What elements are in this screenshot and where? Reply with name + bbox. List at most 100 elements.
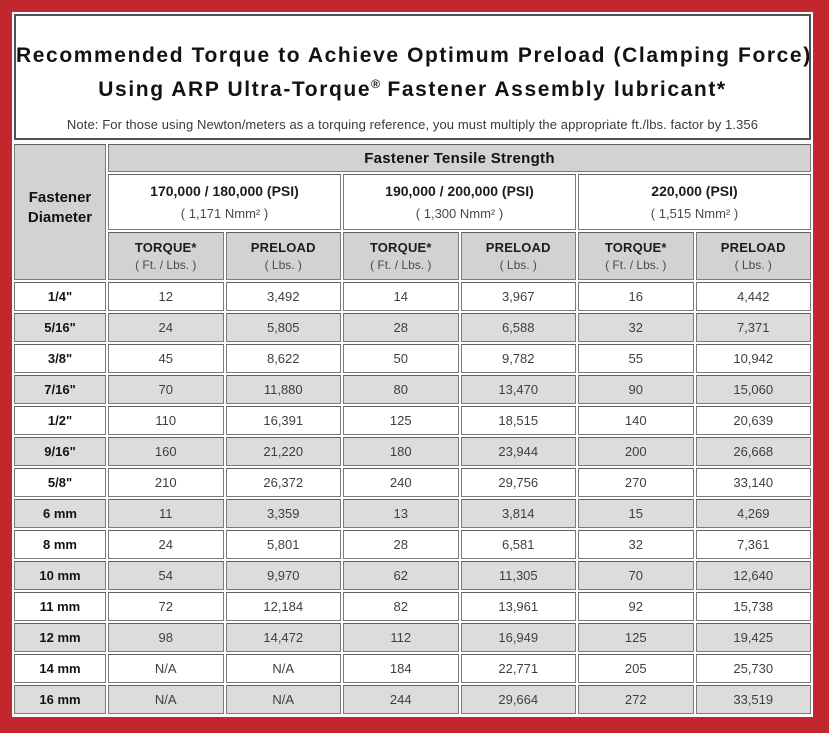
content-panel: Recommended Torque to Achieve Optimum Pr… <box>12 12 813 717</box>
torque-cell: 28 <box>343 530 459 559</box>
preload-cell: 6,581 <box>460 530 576 559</box>
diameter-cell: 11 mm <box>14 592 106 621</box>
torque-label: TORQUE* <box>604 240 667 255</box>
torque-cell: 125 <box>578 623 694 652</box>
psi-value: 190,000 / 200,000 (PSI) <box>385 183 534 199</box>
diameter-cell: 14 mm <box>14 654 106 683</box>
table-row: 14 mm N/A N/A 184 22,771 205 25,730 <box>14 654 811 683</box>
preload-cell: 10,942 <box>695 344 811 373</box>
preload-cell: 18,515 <box>460 406 576 435</box>
preload-column-header: PRELOAD ( Lbs. ) <box>225 232 341 280</box>
preload-cell: 3,967 <box>460 282 576 311</box>
torque-label: TORQUE* <box>369 240 432 255</box>
preload-cell: 23,944 <box>460 437 576 466</box>
tensile-strength-header: Fastener Tensile Strength <box>108 144 811 172</box>
preload-cell: 13,470 <box>460 375 576 404</box>
page-title-line2: Using ARP Ultra-Torque® Fastener Assembl… <box>16 70 809 104</box>
preload-cell: 8,622 <box>225 344 341 373</box>
torque-cell: 72 <box>108 592 224 621</box>
torque-cell: 98 <box>108 623 224 652</box>
preload-cell: 13,961 <box>460 592 576 621</box>
preload-cell: 29,664 <box>460 685 576 714</box>
psi-header-190-200: 190,000 / 200,000 (PSI) ( 1,300 Nmm² ) <box>343 174 576 230</box>
preload-cell: 3,492 <box>225 282 341 311</box>
torque-cell: 200 <box>578 437 694 466</box>
preload-cell: 3,359 <box>225 499 341 528</box>
psi-value: 220,000 (PSI) <box>651 183 738 199</box>
torque-cell: 50 <box>343 344 459 373</box>
title-block: Recommended Torque to Achieve Optimum Pr… <box>14 14 811 140</box>
preload-cell: 22,771 <box>460 654 576 683</box>
preload-label: PRELOAD <box>485 240 551 255</box>
torque-cell: 82 <box>343 592 459 621</box>
nmm-value: ( 1,515 Nmm² ) <box>650 206 739 221</box>
torque-cell: 272 <box>578 685 694 714</box>
preload-cell: 9,970 <box>225 561 341 590</box>
table-row: 12 mm 98 14,472 112 16,949 125 19,425 <box>14 623 811 652</box>
preload-cell: 26,372 <box>225 468 341 497</box>
page-title-line1: Recommended Torque to Achieve Optimum Pr… <box>16 44 812 67</box>
torque-cell: 184 <box>343 654 459 683</box>
nmm-value: ( 1,171 Nmm² ) <box>180 206 269 221</box>
torque-cell: 54 <box>108 561 224 590</box>
table-row: 6 mm 11 3,359 13 3,814 15 4,269 <box>14 499 811 528</box>
preload-unit: ( Lbs. ) <box>734 258 772 272</box>
torque-cell: 12 <box>108 282 224 311</box>
preload-cell: 11,880 <box>225 375 341 404</box>
torque-cell: 180 <box>343 437 459 466</box>
table-row: 8 mm 24 5,801 28 6,581 32 7,361 <box>14 530 811 559</box>
preload-cell: 14,472 <box>225 623 341 652</box>
table-row: 10 mm 54 9,970 62 11,305 70 12,640 <box>14 561 811 590</box>
torque-cell: 13 <box>343 499 459 528</box>
torque-column-header: TORQUE* ( Ft. / Lbs. ) <box>343 232 459 280</box>
preload-cell: 12,640 <box>695 561 811 590</box>
psi-value: 170,000 / 180,000 (PSI) <box>150 183 299 199</box>
preload-cell: 16,949 <box>460 623 576 652</box>
torque-unit: ( Ft. / Lbs. ) <box>370 258 432 272</box>
table-row: 5/16" 24 5,805 28 6,588 32 7,371 <box>14 313 811 342</box>
title-line2-text-end: Fastener Assembly lubricant* <box>379 78 727 101</box>
preload-cell: 20,639 <box>695 406 811 435</box>
diameter-cell: 5/8" <box>14 468 106 497</box>
conversion-note: Note: For those using Newton/meters as a… <box>66 117 759 132</box>
diameter-cell: 1/2" <box>14 406 106 435</box>
torque-cell: 24 <box>108 313 224 342</box>
preload-cell: 21,220 <box>225 437 341 466</box>
torque-cell: 11 <box>108 499 224 528</box>
group-header-row: Fastener Diameter Fastener Tensile Stren… <box>14 144 811 280</box>
title-line2-text: Using ARP Ultra-Torque <box>98 78 372 101</box>
torque-cell: 160 <box>108 437 224 466</box>
preload-unit: ( Lbs. ) <box>499 258 537 272</box>
torque-cell: 270 <box>578 468 694 497</box>
registered-trademark-symbol: ® <box>371 77 380 91</box>
diameter-cell: 6 mm <box>14 499 106 528</box>
torque-cell: 90 <box>578 375 694 404</box>
torque-cell: 244 <box>343 685 459 714</box>
table-row: 7/16" 70 11,880 80 13,470 90 15,060 <box>14 375 811 404</box>
psi-header-row: 170,000 / 180,000 (PSI) ( 1,171 Nmm² ) 1… <box>14 174 811 230</box>
psi-header-220: 220,000 (PSI) ( 1,515 Nmm² ) <box>578 174 811 230</box>
preload-cell: 9,782 <box>460 344 576 373</box>
psi-header-170-180: 170,000 / 180,000 (PSI) ( 1,171 Nmm² ) <box>108 174 341 230</box>
preload-cell: 29,756 <box>460 468 576 497</box>
preload-cell: 5,801 <box>225 530 341 559</box>
nmm-value: ( 1,300 Nmm² ) <box>415 206 504 221</box>
torque-cell: 70 <box>108 375 224 404</box>
torque-cell: 70 <box>578 561 694 590</box>
diameter-cell: 1/4" <box>14 282 106 311</box>
table-row: 9/16" 160 21,220 180 23,944 200 26,668 <box>14 437 811 466</box>
torque-cell: 28 <box>343 313 459 342</box>
fastener-diameter-line1: Fastener <box>28 188 92 206</box>
torque-cell: 14 <box>343 282 459 311</box>
diameter-cell: 5/16" <box>14 313 106 342</box>
torque-unit: ( Ft. / Lbs. ) <box>605 258 667 272</box>
torque-cell: 24 <box>108 530 224 559</box>
preload-cell: 11,305 <box>460 561 576 590</box>
table-row: 1/4" 12 3,492 14 3,967 16 4,442 <box>14 282 811 311</box>
preload-cell: 15,060 <box>695 375 811 404</box>
diameter-cell: 7/16" <box>14 375 106 404</box>
diameter-cell: 3/8" <box>14 344 106 373</box>
diameter-cell: 10 mm <box>14 561 106 590</box>
torque-cell: 62 <box>343 561 459 590</box>
torque-column-header: TORQUE* ( Ft. / Lbs. ) <box>578 232 694 280</box>
